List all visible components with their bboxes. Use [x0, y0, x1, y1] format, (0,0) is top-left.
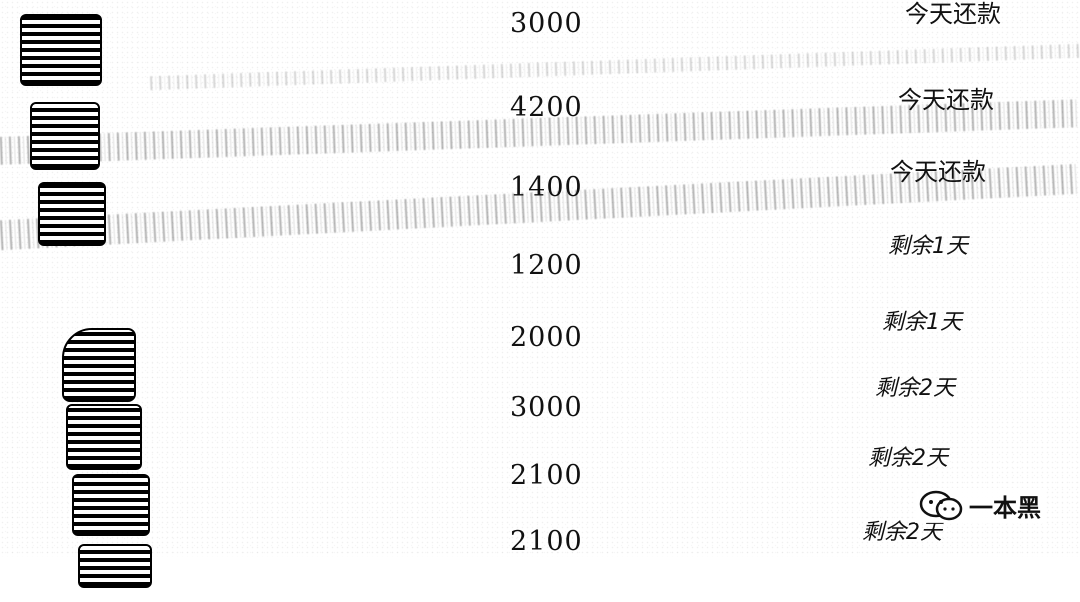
amount: 3000: [510, 392, 583, 423]
list-item[interactable]: 1400 今天还款: [0, 158, 1080, 248]
list-item[interactable]: 2100 剩余2天: [0, 446, 1080, 542]
list-item[interactable]: 4200 今天还款: [0, 86, 1080, 170]
amount: 2100: [510, 526, 583, 557]
repayment-status: 今天还款: [890, 158, 986, 186]
amount: 3000: [510, 8, 583, 39]
avatar: [20, 14, 102, 86]
repayment-status: 剩余2天: [875, 376, 955, 401]
wechat-icon: [919, 490, 963, 520]
avatar: [62, 328, 136, 402]
watermark-text: 一本黑: [969, 494, 1041, 522]
amount: 4200: [510, 92, 583, 123]
avatar: [72, 474, 150, 536]
amount: 2100: [510, 460, 583, 491]
amount: 1200: [510, 250, 583, 281]
list-item[interactable]: 2100 剩余2天: [0, 520, 1080, 602]
list-item[interactable]: 2000 剩余1天: [0, 310, 1080, 402]
repayment-status: 剩余1天: [882, 310, 962, 335]
list-item[interactable]: 3000 剩余2天: [0, 376, 1080, 470]
repayment-status: 今天还款: [898, 86, 994, 114]
amount: 1400: [510, 172, 583, 203]
list-item[interactable]: 1200 剩余1天: [0, 234, 1080, 322]
avatar: [38, 182, 106, 246]
repayment-status: 剩余2天: [862, 520, 942, 545]
repayment-status: 剩余2天: [868, 446, 948, 471]
amount: 2000: [510, 322, 583, 353]
list-item[interactable]: 3000 今天还款: [0, 0, 1080, 86]
avatar: [78, 544, 152, 588]
watermark: 一本黑: [915, 488, 1045, 523]
repayment-status: 今天还款: [905, 0, 1001, 28]
avatar: [30, 102, 100, 170]
avatar: [66, 404, 142, 470]
repayment-status: 剩余1天: [888, 234, 968, 259]
